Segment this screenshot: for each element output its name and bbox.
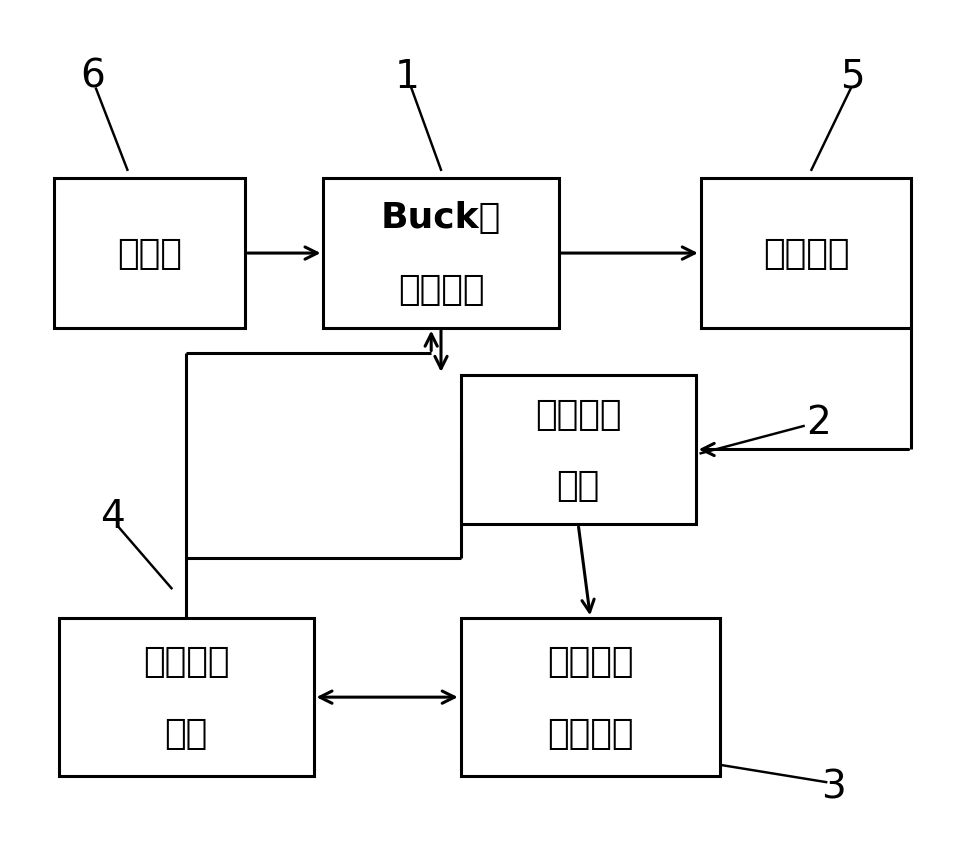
Text: 充电模式: 充电模式 [547, 645, 634, 678]
Text: 4: 4 [100, 497, 125, 535]
Text: 5: 5 [840, 58, 865, 96]
Text: 1: 1 [394, 58, 419, 96]
Text: 6: 6 [80, 58, 106, 96]
Text: 电压源: 电压源 [117, 237, 182, 270]
Text: 2: 2 [806, 403, 831, 441]
Bar [461, 375, 696, 525]
Text: Buck变: Buck变 [381, 201, 501, 235]
Text: 3: 3 [820, 768, 846, 805]
Text: 电路: 电路 [165, 717, 208, 750]
Text: 充电驱动: 充电驱动 [143, 645, 229, 678]
Bar [54, 179, 245, 328]
Text: 超级电容: 超级电容 [762, 237, 850, 270]
Text: 控制电路: 控制电路 [547, 717, 634, 750]
Text: 电流采样: 电流采样 [535, 397, 621, 431]
Text: 电路: 电路 [557, 469, 600, 502]
Bar [323, 179, 559, 328]
Bar [461, 618, 720, 776]
Bar [59, 618, 314, 776]
Bar [701, 179, 911, 328]
Text: 换器电路: 换器电路 [398, 273, 484, 306]
